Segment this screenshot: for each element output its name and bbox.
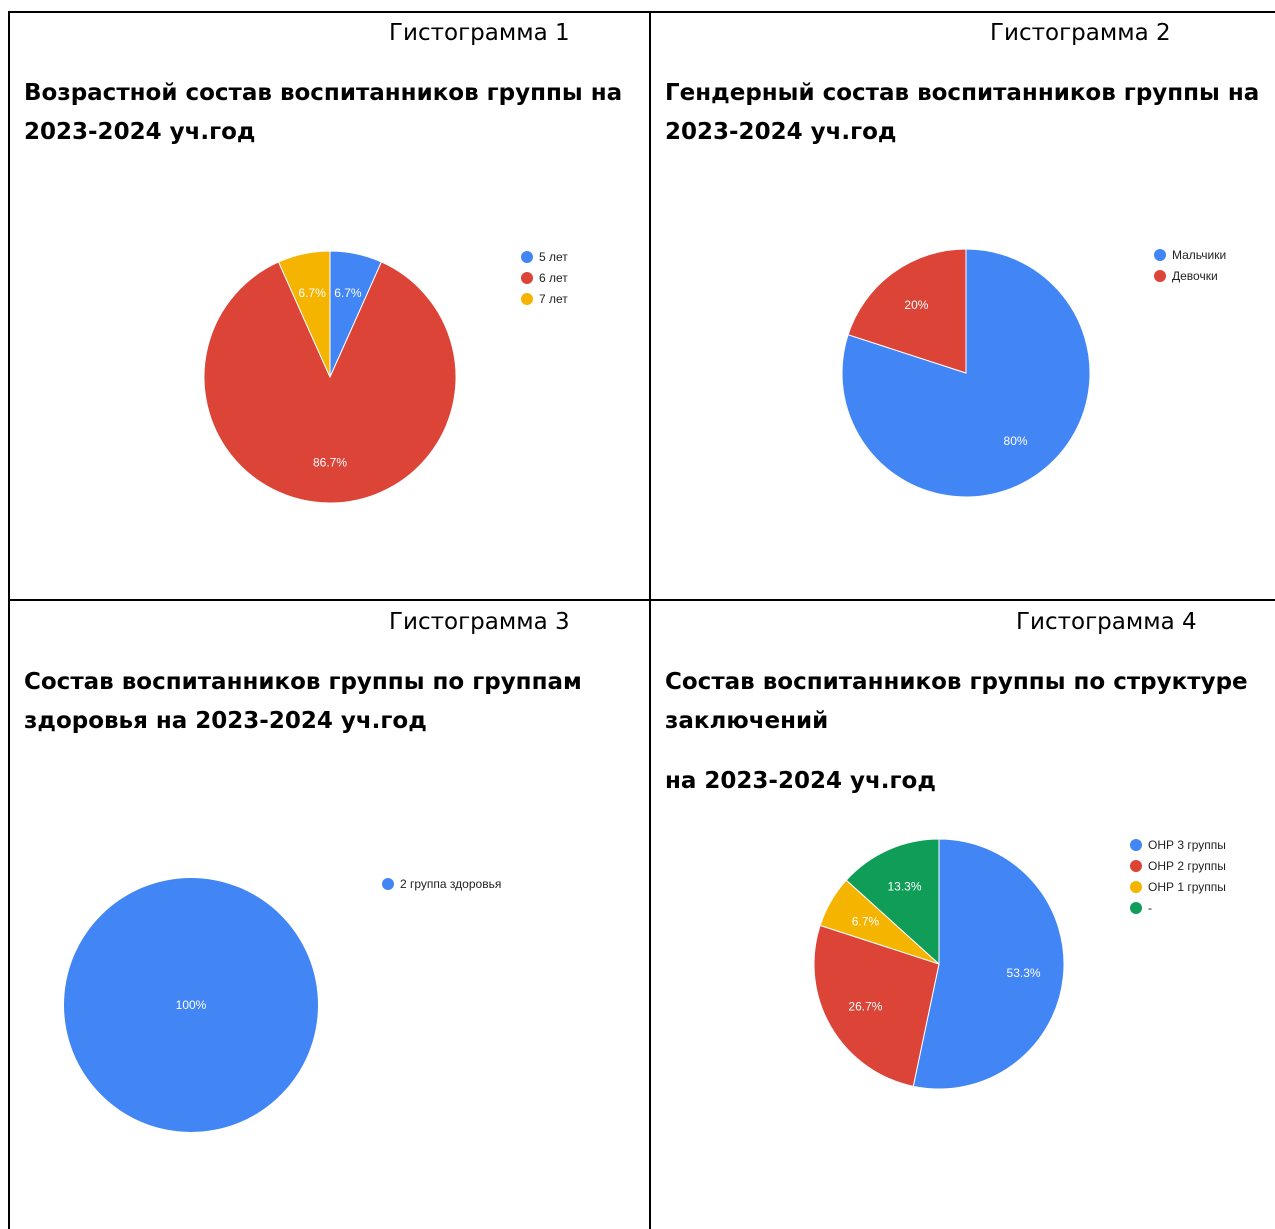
slice-label: 6.7% — [852, 914, 880, 928]
slice-label: 53.3% — [1007, 966, 1041, 980]
slice-label: 80% — [1004, 434, 1028, 448]
pie-slice — [847, 248, 967, 374]
legend-marker — [1130, 881, 1142, 893]
chart-title-line: 2023-2024 уч.год — [24, 119, 256, 145]
legend-label: 6 лет — [539, 271, 568, 285]
table-border-left — [8, 11, 10, 1229]
pie-slice — [912, 838, 1065, 1090]
slice-label: 26.7% — [848, 1000, 882, 1014]
table-border-top — [8, 11, 1275, 13]
legend-label: 2 группа здоровья — [400, 877, 501, 891]
slice-label: 6.7% — [298, 286, 326, 300]
legend-label: ОНР 3 группы — [1148, 838, 1226, 852]
slice-label: 13.3% — [887, 879, 921, 893]
chart-caption: Гистограмма 4 — [1016, 609, 1197, 635]
pie-slice — [277, 250, 331, 378]
legend-marker — [382, 878, 394, 890]
pie-slice — [845, 838, 940, 966]
chart-caption: Гистограмма 3 — [389, 609, 570, 635]
slice-label: 100% — [176, 998, 207, 1012]
chart-title-line: Состав воспитанников группы по группам — [24, 669, 582, 695]
chart-title-line: Возрастной состав воспитанников группы н… — [24, 80, 623, 106]
legend-label: ОНР 1 группы — [1148, 880, 1226, 894]
legend-marker — [1130, 860, 1142, 872]
chart-title-line: Состав воспитанников группы по структуре — [665, 669, 1248, 695]
slice-label: 86.7% — [313, 456, 347, 470]
legend-marker — [1154, 270, 1166, 282]
chart-title-line: Гендерный состав воспитанников группы на — [665, 80, 1260, 106]
legend-marker — [1154, 249, 1166, 261]
legend-marker — [1130, 902, 1142, 914]
chart-caption: Гистограмма 1 — [389, 20, 570, 46]
legend-label: 5 лет — [539, 250, 568, 264]
chart-title-line: заключений — [665, 708, 829, 734]
legend-label: Девочки — [1172, 269, 1218, 283]
pie-slice — [203, 261, 457, 504]
legend-label: Мальчики — [1172, 248, 1226, 262]
legend-label: ОНР 2 группы — [1148, 859, 1226, 873]
slice-label: 6.7% — [334, 286, 362, 300]
chart-title-line: на 2023-2024 уч.год — [665, 768, 936, 794]
chart-title-line: здоровья на 2023-2024 уч.год — [24, 708, 427, 734]
chart-caption: Гистограмма 2 — [990, 20, 1171, 46]
chart-title-line: 2023-2024 уч.год — [665, 119, 897, 145]
pie-slice — [813, 924, 940, 1087]
legend-label: - — [1148, 901, 1152, 915]
legend-marker — [521, 251, 533, 263]
legend-marker — [1130, 839, 1142, 851]
slice-label: 20% — [904, 298, 928, 312]
table-border-middle — [8, 599, 1275, 601]
legend-marker — [521, 293, 533, 305]
legend-label: 7 лет — [539, 292, 568, 306]
table-border-center — [649, 11, 651, 1229]
legend-marker — [521, 272, 533, 284]
pie-slice — [64, 878, 318, 1132]
